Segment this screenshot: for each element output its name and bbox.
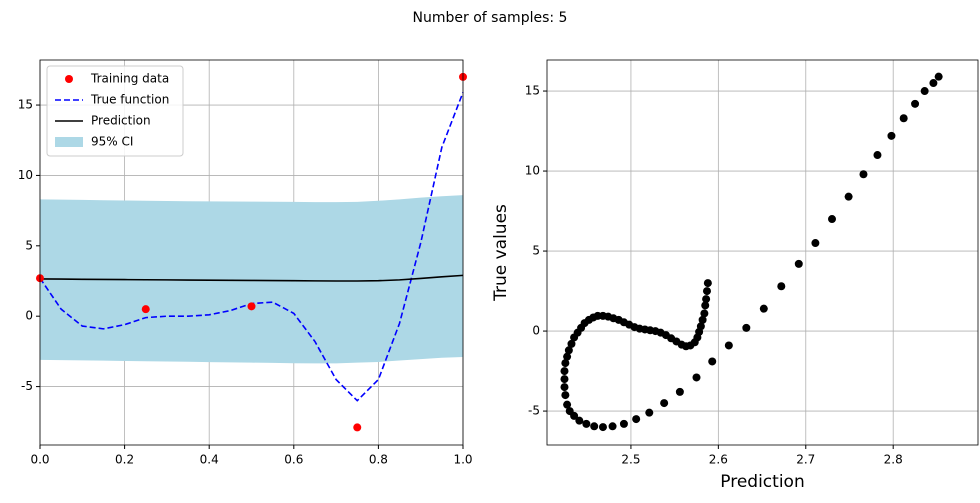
point (828, 215, 837, 224)
axes-frame (39, 59, 464, 446)
x-tick-label: 2.6 (709, 453, 728, 467)
y-tick-label: 15 (525, 84, 540, 98)
legend-label: Prediction (91, 114, 151, 128)
point (598, 423, 607, 432)
point (696, 322, 705, 331)
point (844, 192, 853, 201)
x-tick-label: 2.7 (796, 453, 815, 467)
point (887, 131, 896, 140)
y-tick-label: 10 (18, 168, 33, 182)
point (247, 302, 256, 311)
point (698, 315, 707, 324)
point (794, 259, 803, 268)
point (564, 346, 573, 355)
point (632, 415, 641, 424)
point (561, 359, 570, 368)
line (39, 274, 464, 282)
point (708, 357, 717, 366)
point (899, 114, 908, 123)
y-tick-label: 0 (532, 324, 540, 338)
point (575, 416, 584, 425)
point (560, 375, 569, 384)
figure-title: Number of samples: 5 (413, 10, 568, 26)
point (660, 399, 669, 408)
point (565, 407, 574, 416)
ci-band (40, 195, 463, 364)
point (582, 419, 591, 428)
legend-label: 95% CI (91, 135, 133, 149)
y-tick-label: 5 (25, 238, 33, 252)
point (561, 391, 570, 400)
axes-frame (546, 59, 979, 446)
point (724, 341, 733, 350)
x-tick-label: 2.8 (884, 453, 903, 467)
x-tick-label: 0.0 (30, 453, 49, 467)
point (920, 87, 929, 96)
legend-marker (65, 75, 73, 83)
point (934, 72, 943, 81)
point (859, 170, 868, 179)
point (692, 373, 701, 382)
x-tick-label: 1.0 (453, 453, 472, 467)
x-tick-label: 0.8 (369, 453, 388, 467)
legend-label: True function (90, 93, 169, 107)
point (742, 323, 751, 332)
legend-patch (55, 137, 83, 147)
point (567, 339, 576, 348)
point (608, 422, 617, 431)
y-axis-label: True values (491, 204, 511, 302)
point (702, 287, 711, 296)
point (645, 408, 654, 417)
point (873, 151, 882, 160)
point (702, 295, 711, 304)
point (619, 419, 628, 428)
point (675, 387, 684, 396)
x-tick-label: 0.2 (115, 453, 134, 467)
point (703, 279, 712, 288)
x-tick-label: 2.5 (621, 453, 640, 467)
y-tick-label: 0 (25, 309, 33, 323)
point (353, 423, 362, 432)
point (560, 367, 569, 376)
point (911, 99, 920, 108)
point (701, 301, 710, 310)
y-tick-label: -5 (21, 379, 33, 393)
x-tick-label: 0.6 (284, 453, 303, 467)
x-tick-label: 0.4 (200, 453, 219, 467)
point (590, 422, 599, 431)
axes: 2.5 2.6 2.7 2.8 -5 0 5 10 15 (525, 60, 978, 467)
y-tick-label: 5 (532, 244, 540, 258)
legend: Training data True function Prediction 95% … (46, 65, 184, 157)
point (777, 282, 786, 291)
legend-label: Training data (90, 72, 169, 86)
point (563, 352, 572, 361)
point (929, 79, 938, 88)
x-axis-label: Prediction (720, 472, 804, 492)
point (563, 400, 572, 409)
point (700, 309, 709, 318)
y-tick-label: 10 (525, 164, 540, 178)
y-tick-label: 15 (18, 98, 33, 112)
y-tick-label: -5 (528, 404, 540, 418)
point (811, 239, 820, 248)
legend-box (46, 65, 184, 157)
point (759, 304, 768, 313)
point (560, 383, 569, 392)
point (141, 305, 150, 314)
